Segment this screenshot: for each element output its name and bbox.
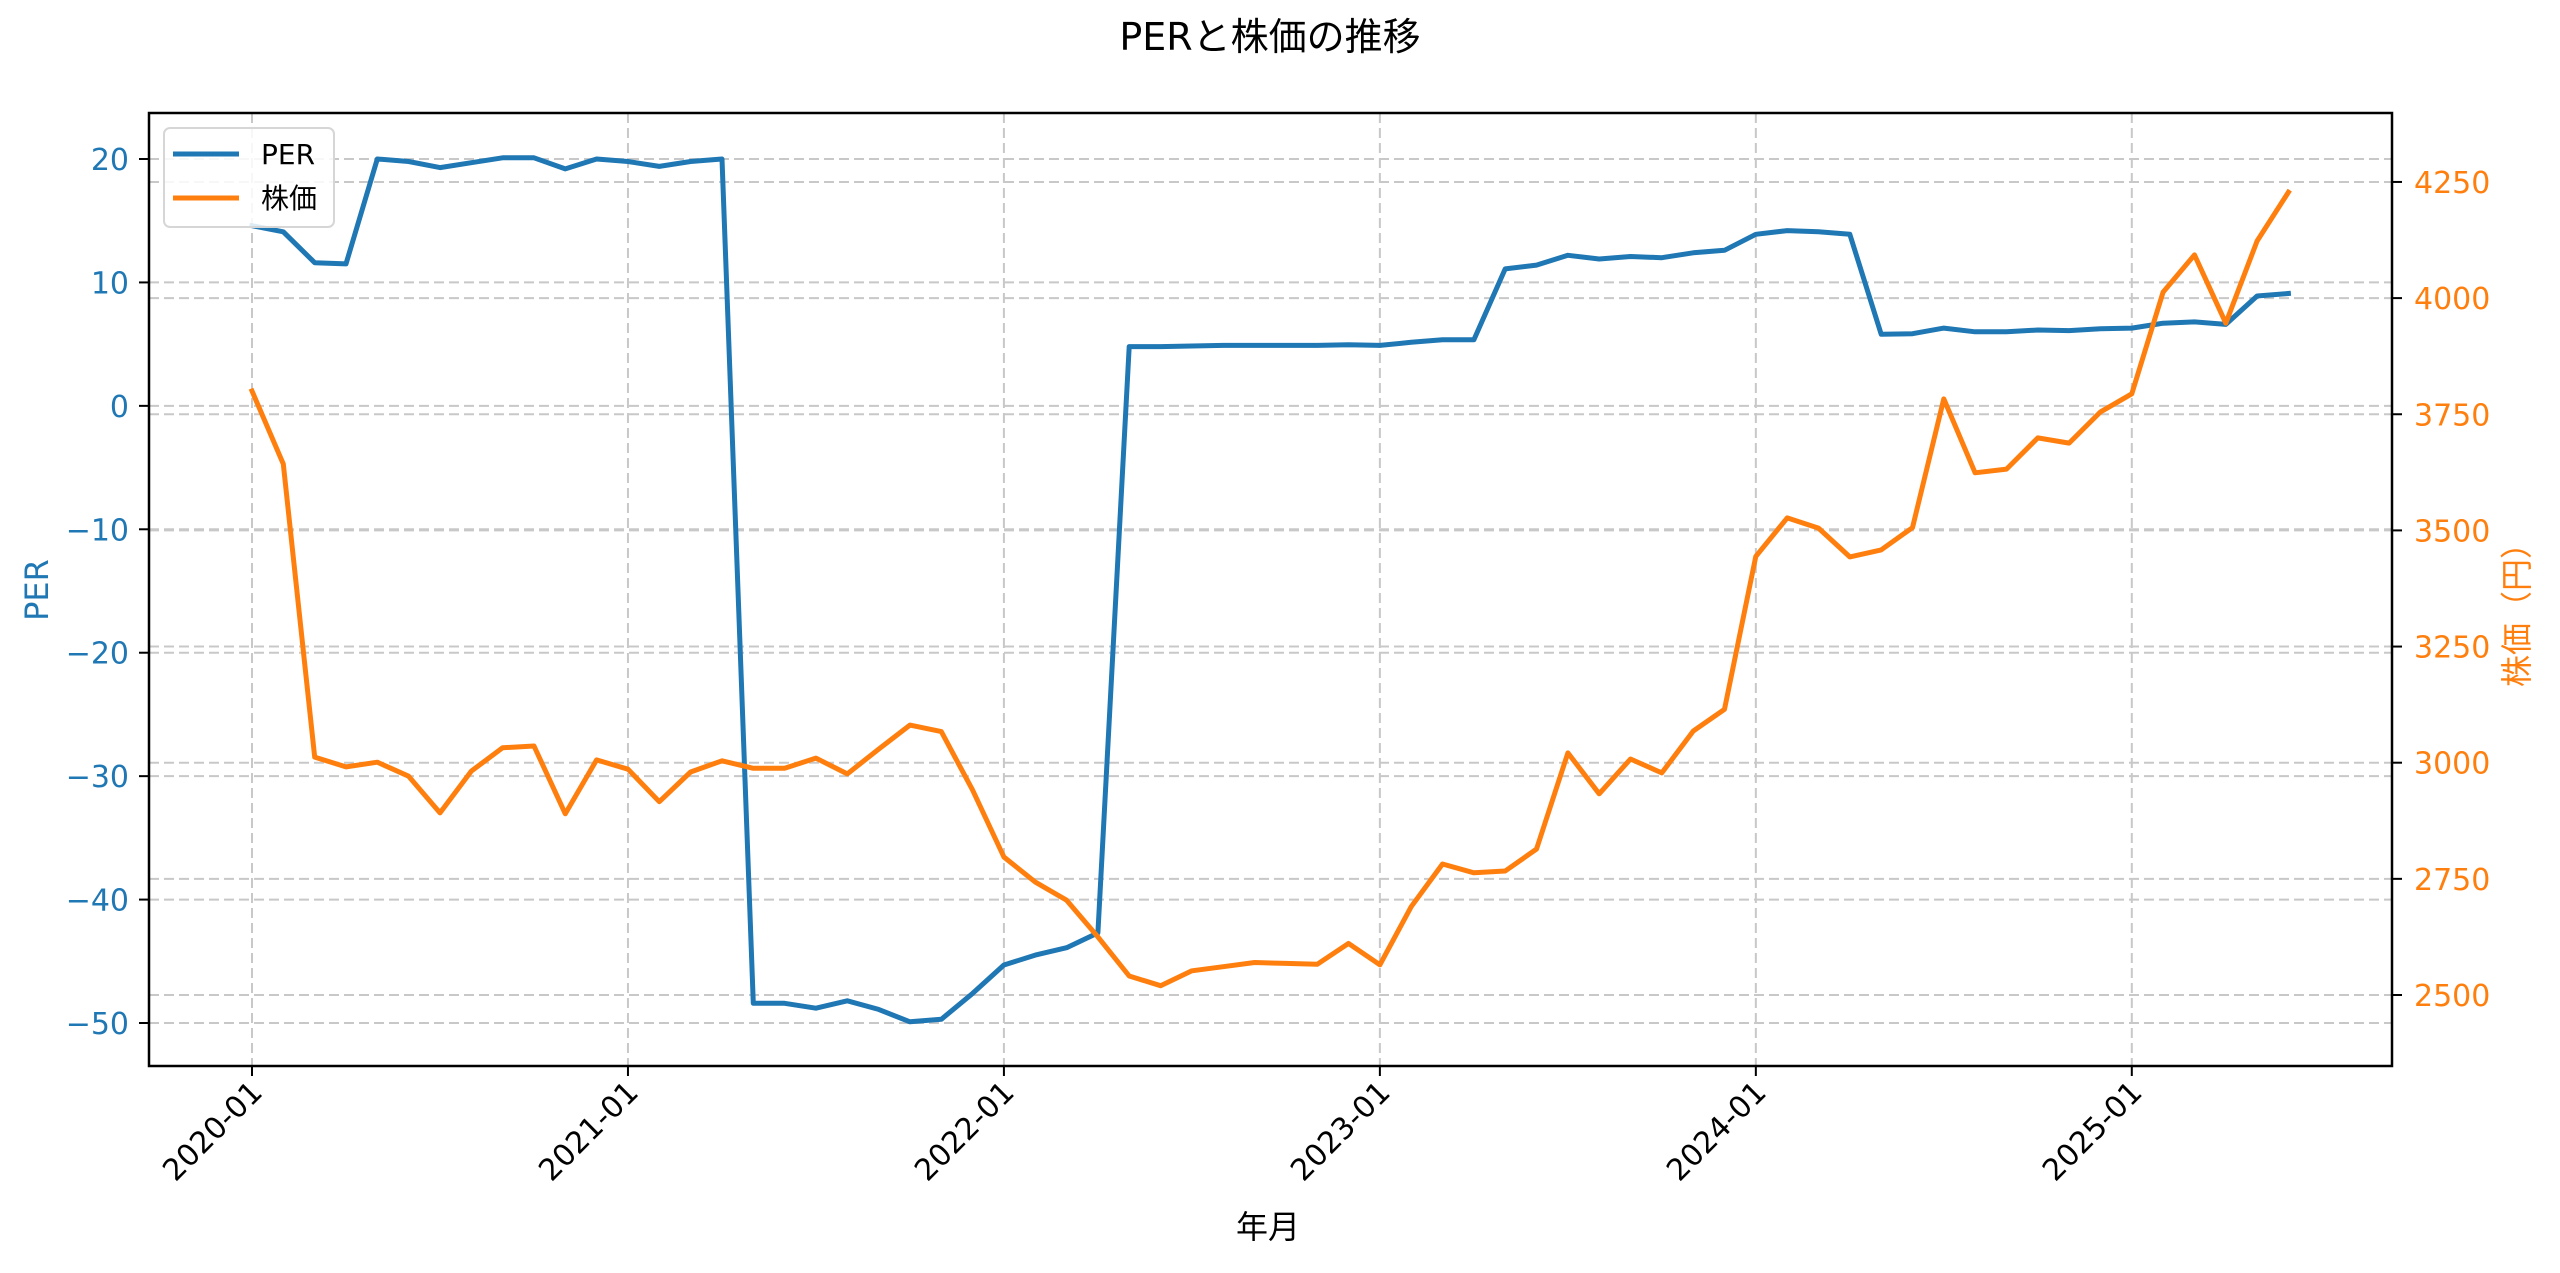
right-tick-label: 3500 <box>2414 514 2490 549</box>
legend-price-label: 株価 <box>261 182 317 215</box>
right-tick-label: 3000 <box>2414 747 2490 782</box>
right-tick-label: 4250 <box>2414 166 2490 201</box>
left-tick-label: −40 <box>66 884 129 919</box>
left-tick-label: −50 <box>66 1007 129 1042</box>
per-line <box>249 155 2292 1025</box>
left-y-axis-label: PER <box>18 559 56 621</box>
right-tick-label: 3750 <box>2414 398 2490 433</box>
right-tick-label: 3250 <box>2414 631 2490 666</box>
left-tick-label: 0 <box>110 390 129 425</box>
legend: PER 株価 <box>163 127 335 228</box>
x-axis-label: 年月 <box>1236 1208 1300 1246</box>
left-y-axis-ticks: 20 10 0 −10 −20 −30 −40 −50 <box>66 143 149 1042</box>
left-tick-label: −20 <box>66 637 129 672</box>
right-tick-label: 4000 <box>2414 282 2490 317</box>
left-tick-label: −30 <box>66 760 129 795</box>
left-tick-label: 10 <box>91 266 129 301</box>
legend-per-label: PER <box>261 138 315 171</box>
left-tick-label: 20 <box>91 143 129 178</box>
plot-series <box>248 155 2292 1025</box>
axes-frame <box>147 111 2394 1068</box>
right-y-axis-ticks: 4250 4000 3750 3500 3250 3000 2750 2500 <box>2392 166 2490 1014</box>
left-tick-label: −10 <box>66 513 129 548</box>
price-line <box>248 188 2292 989</box>
chart-title: PERと株価の推移 <box>1119 15 1420 59</box>
grid-lines <box>149 113 2392 1066</box>
right-tick-label: 2750 <box>2414 863 2490 898</box>
right-tick-label: 2500 <box>2414 979 2490 1014</box>
right-y-axis-label: 株価（円） <box>2498 527 2536 687</box>
